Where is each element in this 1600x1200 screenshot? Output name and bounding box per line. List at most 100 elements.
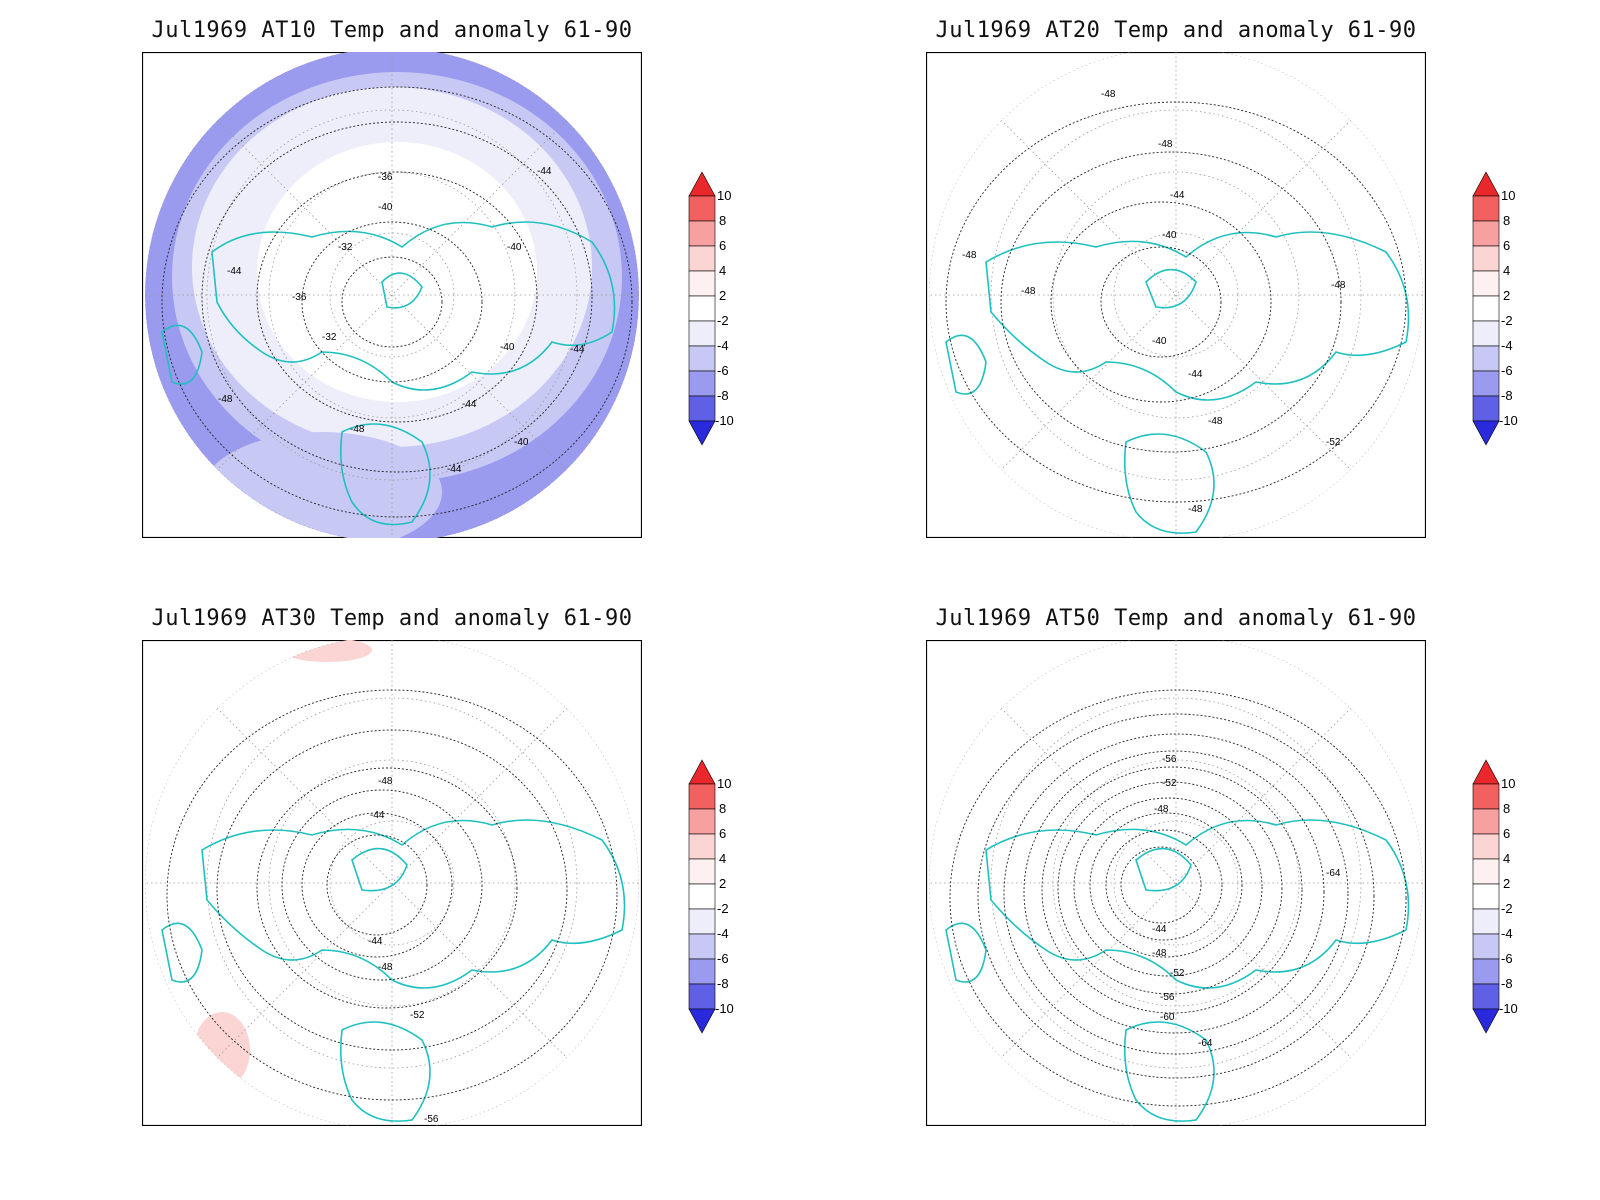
colorbar-label: -8: [1501, 976, 1513, 991]
colorbar-swatches: [688, 759, 716, 1034]
map-at50: -56 -52 -48 -44 -48 -52 -56 -60 -64 -64: [926, 640, 1426, 1126]
contour-label: -48: [378, 776, 393, 787]
colorbar-label: -2: [717, 313, 729, 328]
contour-label: -64: [1198, 1038, 1213, 1049]
contour-labels: -48 -44 -44 -48 -52 -56: [368, 776, 439, 1125]
colorbar-label: 6: [719, 826, 726, 841]
temperature-contours: [945, 101, 1407, 503]
colorbar-label: -8: [717, 976, 729, 991]
colorbar-label: 10: [717, 776, 731, 791]
map-at20: -48 -48 -44 -40 -40 -44 -48 -48 -48 -52 …: [926, 52, 1426, 538]
colorbar-label: 8: [719, 801, 726, 816]
contour-label: -48: [1021, 286, 1036, 297]
colorbar-label: -6: [1501, 951, 1513, 966]
contour-label: -56: [1162, 754, 1177, 765]
colorbar-at10: 10 8 6 4 2 -2 -4 -6 -8 -10: [688, 171, 734, 446]
contour-label: -44: [368, 936, 383, 947]
colorbar-label: -4: [1501, 338, 1513, 353]
colorbar-label: 10: [717, 188, 731, 203]
panel-title-at50: Jul1969 AT50 Temp and anomaly 61-90: [935, 606, 1417, 631]
contour-label: -40: [1152, 336, 1167, 347]
colorbar-label: -6: [717, 363, 729, 378]
contour-label: -48: [218, 394, 233, 405]
contour-label: -60: [1160, 1012, 1175, 1023]
colorbar-label: 2: [719, 876, 726, 891]
contour-label: -56: [1160, 992, 1175, 1003]
contour-label: -44: [1152, 924, 1167, 935]
contour-label: -48: [1152, 948, 1167, 959]
temperature-contours: [166, 689, 618, 1101]
colorbar-label: 10: [1501, 776, 1515, 791]
colorbar-label: -4: [1501, 926, 1513, 941]
panel-title-at30: Jul1969 AT30 Temp and anomaly 61-90: [151, 606, 633, 631]
contour-label: -52: [1326, 437, 1341, 448]
colorbar-label: 6: [719, 238, 726, 253]
contour-label: -56: [424, 1114, 439, 1125]
colorbar-at50: 10 8 6 4 2 -2 -4 -6 -8 -10: [1472, 759, 1518, 1034]
panel-title-at10: Jul1969 AT10 Temp and anomaly 61-90: [151, 18, 633, 43]
contour-label: -44: [1170, 190, 1185, 201]
contour-label: -40: [514, 437, 529, 448]
contour-label: -48: [1208, 416, 1223, 427]
colorbar-label: 10: [1501, 188, 1515, 203]
contour-label: -44: [447, 464, 462, 475]
contour-label: -48: [1154, 804, 1169, 815]
graticule: [929, 640, 1423, 1126]
contour-label: -48: [350, 424, 365, 435]
colorbar-label: -2: [1501, 313, 1513, 328]
contour-label: -48: [378, 962, 393, 973]
contour-label: -48: [1158, 139, 1173, 150]
colorbar-at20: 10 8 6 4 2 -2 -4 -6 -8 -10: [1472, 171, 1518, 446]
graticule: [145, 52, 639, 538]
colorbar-label: -2: [1501, 901, 1513, 916]
colorbar-label: 8: [719, 213, 726, 228]
contour-label: -44: [227, 266, 242, 277]
contour-label: -48: [962, 250, 977, 261]
colorbar-label: 4: [719, 851, 726, 866]
colorbar-label: -8: [1501, 388, 1513, 403]
contour-label: -48: [1188, 504, 1203, 515]
colorbar-label: -10: [715, 413, 734, 428]
contour-label: -32: [322, 332, 337, 343]
contour-label: -40: [507, 242, 522, 253]
map-at30: -48 -44 -44 -48 -52 -56: [142, 640, 642, 1126]
map-at10: -36 -32 -40 -44 -48 -40 -44 -36 -32 -40 …: [142, 52, 642, 538]
contour-label: -64: [1326, 868, 1341, 879]
colorbar-labels: 10 8 6 4 2 -2 -4 -6 -8 -10: [1499, 776, 1518, 1016]
colorbar-labels: 10 8 6 4 2 -2 -4 -6 -8 -10: [715, 776, 734, 1016]
contour-label: -52: [410, 1010, 425, 1021]
land-outlines: [161, 819, 626, 1122]
colorbar-label: 6: [1503, 826, 1510, 841]
contour-label: -44: [462, 399, 477, 410]
contour-label: -36: [378, 172, 393, 183]
colorbar-label: 4: [1503, 263, 1510, 278]
colorbar-label: -8: [717, 388, 729, 403]
colorbar-label: 2: [719, 288, 726, 303]
contour-label: -40: [500, 342, 515, 353]
land-outlines: [161, 221, 616, 526]
contour-labels: -56 -52 -48 -44 -48 -52 -56 -60 -64 -64: [1152, 754, 1341, 1049]
contour-label: -52: [1170, 968, 1185, 979]
colorbar-label: 2: [1503, 876, 1510, 891]
colorbar-swatches: [1472, 171, 1500, 446]
colorbar-label: 4: [719, 263, 726, 278]
contour-label: -36: [292, 292, 307, 303]
colorbar-label: -4: [717, 926, 729, 941]
contour-labels: -36 -32 -40 -44 -48 -40 -44 -36 -32 -40 …: [218, 166, 585, 475]
colorbar-label: 8: [1503, 801, 1510, 816]
contour-label: -32: [338, 242, 353, 253]
anomaly-shading: [257, 142, 537, 402]
graticule: [145, 640, 639, 1126]
colorbar-label: 4: [1503, 851, 1510, 866]
colorbar-label: -4: [717, 338, 729, 353]
contour-label: -44: [1188, 369, 1203, 380]
colorbar-label: -10: [715, 1001, 734, 1016]
temperature-contours: [949, 689, 1407, 1107]
colorbar-label: -6: [1501, 363, 1513, 378]
contour-label: -44: [570, 344, 585, 355]
colorbar-label: 8: [1503, 213, 1510, 228]
colorbar-labels: 10 8 6 4 2 -2 -4 -6 -8 -10: [1499, 188, 1518, 428]
panel-title-at20: Jul1969 AT20 Temp and anomaly 61-90: [935, 18, 1417, 43]
graticule: [929, 52, 1423, 538]
land-outlines: [945, 819, 1410, 1122]
